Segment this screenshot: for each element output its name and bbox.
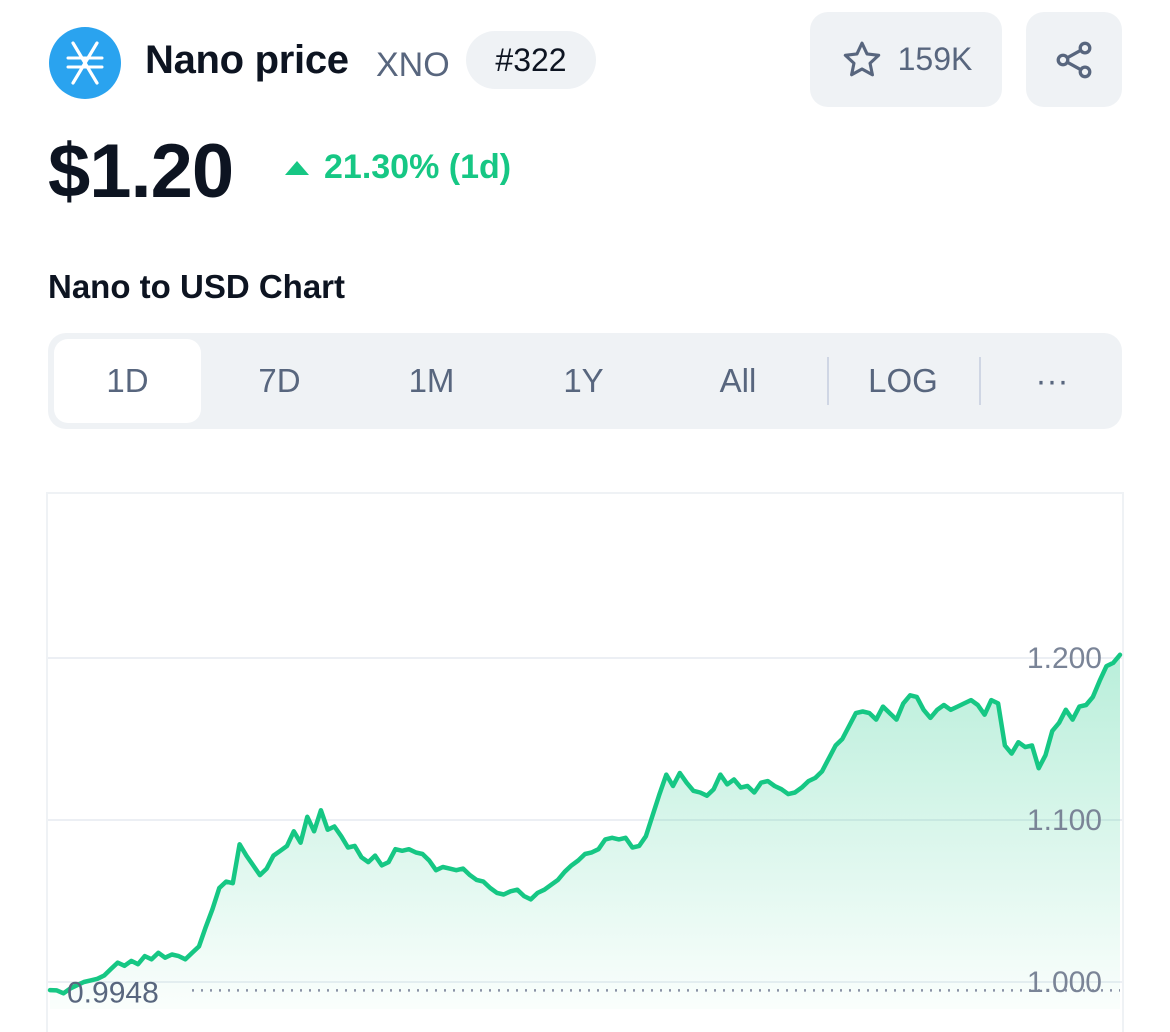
- tab-7d[interactable]: 7D: [258, 362, 301, 399]
- triangle-up-icon: [285, 160, 309, 175]
- tab-1d[interactable]: 1D: [54, 339, 201, 423]
- y-tick-label: 1.000: [1027, 966, 1102, 999]
- rank-badge: #322: [466, 31, 596, 89]
- price-change-text: 21.30% (1d): [324, 148, 512, 186]
- chart-range-tabs: 1D 7D 1M 1Y All LOG ···: [48, 333, 1122, 429]
- watchlist-count: 159K: [897, 41, 973, 77]
- coin-name: Nano price: [145, 38, 349, 82]
- y-tick-label: 1.100: [1027, 804, 1102, 837]
- coin-symbol: XNO: [376, 46, 450, 84]
- price-chart[interactable]: 1.200 1.100 1.000 0.9948: [0, 0, 1170, 1009]
- price-area-fill: [50, 654, 1120, 1009]
- tab-1y[interactable]: 1Y: [563, 362, 604, 399]
- tab-1m[interactable]: 1M: [408, 362, 455, 399]
- tab-all[interactable]: All: [719, 362, 757, 399]
- more-options-button[interactable]: ···: [1035, 362, 1069, 399]
- y-tick-label: 1.200: [1027, 642, 1102, 675]
- share-button[interactable]: [1026, 12, 1122, 107]
- tab-divider: [827, 357, 829, 405]
- chart-title: Nano to USD Chart: [48, 268, 345, 305]
- price-change: 21.30% (1d): [284, 148, 511, 187]
- price-line: [47, 652, 1123, 996]
- tab-divider: [979, 357, 981, 405]
- share-icon: [1056, 41, 1092, 78]
- tab-log[interactable]: LOG: [868, 362, 938, 399]
- baseline-label: 0.9948: [67, 976, 159, 1009]
- price-chart-frame: [46, 492, 1124, 1032]
- watchlist-button[interactable]: 159K: [810, 12, 1002, 107]
- current-price: $1.20: [48, 129, 234, 214]
- star-icon: [843, 41, 880, 76]
- nano-logo-icon: [49, 27, 121, 99]
